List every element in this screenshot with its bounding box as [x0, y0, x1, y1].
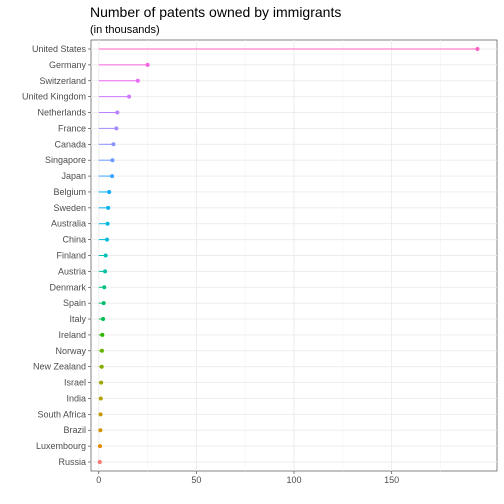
chart-title: Number of patents owned by immigrants: [90, 4, 341, 20]
y-tick-label: Austria: [58, 266, 86, 276]
lollipop-point: [99, 380, 104, 385]
lollipop-point: [103, 269, 108, 274]
lollipop-point: [98, 428, 103, 433]
y-tick-label: Norway: [55, 346, 86, 356]
lollipop-point: [105, 221, 110, 226]
lollipop-point: [98, 396, 103, 401]
lollipop-point: [115, 110, 120, 115]
y-tick-label: Japan: [61, 171, 86, 181]
y-tick-label: Belgium: [53, 187, 86, 197]
lollipop-point: [99, 348, 104, 353]
y-tick-label: Denmark: [49, 282, 86, 292]
lollipop-point: [103, 253, 108, 258]
y-tick-label: New Zealand: [33, 362, 86, 372]
chart-subtitle: (in thousands): [90, 24, 160, 36]
y-tick-label: United Kingdom: [22, 92, 86, 102]
y-tick-label: China: [62, 235, 86, 245]
lollipop-point: [97, 460, 102, 464]
lollipop-point: [107, 189, 112, 194]
lollipop-point: [475, 47, 480, 51]
y-tick-label: United States: [32, 44, 87, 54]
lollipop-point: [110, 158, 115, 163]
y-tick-label: Luxembourg: [36, 441, 86, 451]
lollipop-point: [106, 205, 111, 210]
lollipop-point: [111, 142, 116, 147]
y-tick-label: Canada: [54, 139, 86, 149]
y-tick-label: Sweden: [53, 203, 86, 213]
lollipop-point: [99, 364, 104, 369]
lollipop-point: [97, 444, 102, 449]
y-tick-label: Germany: [49, 60, 87, 70]
y-tick-label: France: [58, 123, 86, 133]
y-tick-label: Israel: [64, 378, 86, 388]
y-tick-label: Ireland: [58, 330, 86, 340]
lollipop-point: [114, 126, 119, 131]
lollipop-point: [100, 332, 105, 337]
x-tick-label: 0: [96, 475, 101, 485]
lollipop-point: [135, 78, 140, 83]
x-tick-label: 150: [384, 475, 399, 485]
lollipop-point: [105, 237, 110, 242]
y-tick-label: India: [66, 393, 86, 403]
lollipop-point: [127, 94, 132, 99]
y-tick-label: Brazil: [63, 425, 86, 435]
y-tick-label: Singapore: [45, 155, 86, 165]
y-tick-label: Finland: [56, 251, 86, 261]
y-tick-label: Russia: [58, 457, 86, 467]
lollipop-point: [145, 62, 150, 67]
y-axis-labels: United States Germany Switzerland United Ki…: [22, 44, 91, 467]
y-tick-label: Australia: [51, 219, 86, 229]
y-tick-label: Netherlands: [37, 108, 86, 118]
lollipop-point: [110, 174, 115, 179]
x-axis-labels: 0 50 100 150: [96, 471, 399, 485]
lollipop-point: [101, 301, 106, 306]
y-tick-label: Italy: [69, 314, 86, 324]
x-tick-label: 50: [191, 475, 201, 485]
y-tick-label: South Africa: [37, 409, 86, 419]
x-tick-label: 100: [286, 475, 301, 485]
lollipop-point: [101, 317, 106, 322]
lollipop-point: [98, 412, 103, 417]
y-tick-label: Switzerland: [39, 76, 86, 86]
chart-marks: [97, 47, 480, 464]
lollipop-point: [102, 285, 107, 290]
y-tick-label: Spain: [63, 298, 86, 308]
